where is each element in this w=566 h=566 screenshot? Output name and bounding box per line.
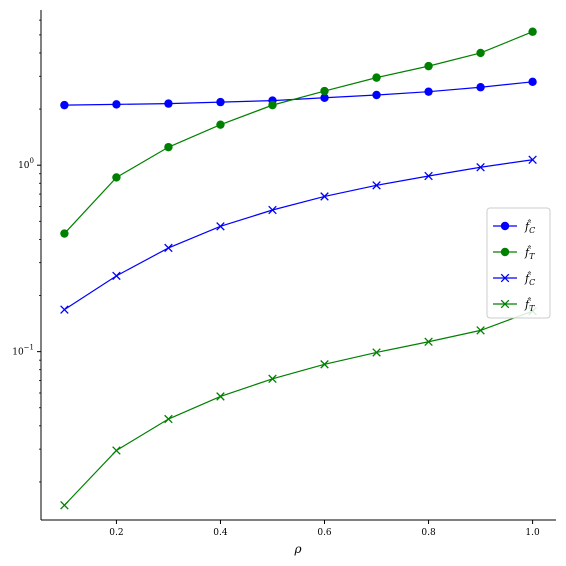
- data-point: [424, 171, 433, 181]
- data-point: [60, 229, 69, 238]
- series-2: [60, 155, 537, 314]
- series-3: [60, 306, 537, 510]
- data-point: [112, 100, 121, 109]
- x-tick-label: 0.2: [109, 528, 123, 538]
- data-point: [112, 271, 121, 281]
- data-point: [528, 155, 537, 164]
- legend-box: [486, 207, 551, 319]
- data-point: [112, 173, 121, 182]
- data-point: [476, 162, 485, 172]
- legend-label: f̂T: [524, 298, 535, 313]
- data-point: [60, 100, 69, 110]
- series-line: [63, 310, 533, 506]
- series-line: [64, 159, 533, 311]
- data-point: [216, 222, 225, 231]
- data-point: [528, 27, 537, 36]
- data-point: [476, 48, 485, 58]
- series-1: [60, 27, 537, 238]
- data-point: [320, 93, 329, 102]
- data-point: [372, 73, 381, 82]
- data-point: [112, 446, 121, 455]
- data-point: [216, 120, 225, 129]
- data-point: [320, 86, 329, 96]
- data-point: [476, 83, 485, 92]
- data-point: [164, 99, 173, 108]
- legend-label: f̂C: [524, 272, 535, 287]
- data-point: [476, 326, 485, 335]
- data-point: [60, 500, 69, 510]
- legend-label: f̂C: [524, 220, 535, 235]
- series-layer: [60, 27, 537, 510]
- data-point: [424, 61, 433, 71]
- data-point: [320, 192, 329, 201]
- data-point: [372, 181, 381, 190]
- legend-marker: [500, 221, 510, 231]
- data-point: [164, 142, 173, 152]
- legend-item: f̂C: [493, 220, 535, 235]
- data-point: [372, 348, 381, 357]
- axes: [40, 10, 556, 521]
- y-ticks: 100 10−1: [12, 19, 41, 483]
- series-line: [63, 31, 533, 234]
- data-point: [268, 100, 277, 110]
- y-tick-label: 10−1: [12, 344, 34, 358]
- y-tick-label: 100: [18, 157, 34, 171]
- data-point: [320, 360, 329, 369]
- legend-marker: [500, 247, 510, 257]
- legend-item: f̂T: [493, 298, 535, 313]
- legend: f̂C f̂T f̂C f̂T: [486, 207, 551, 319]
- x-tick-label: 0.6: [317, 528, 332, 538]
- data-point: [164, 243, 173, 253]
- data-point: [216, 97, 225, 107]
- series-line: [64, 81, 533, 106]
- x-tick-label: 0.4: [213, 528, 228, 538]
- legend-marker: [500, 273, 510, 283]
- data-point: [216, 392, 225, 401]
- legend-label: f̂T: [524, 246, 535, 261]
- data-point: [528, 77, 537, 87]
- series-0: [60, 77, 537, 110]
- data-point: [268, 205, 277, 215]
- data-point: [164, 414, 173, 424]
- data-point: [372, 90, 381, 100]
- legend-marker: [500, 299, 510, 309]
- data-point: [60, 305, 69, 314]
- data-point: [424, 337, 433, 347]
- data-point: [268, 374, 277, 384]
- x-tick-label: 0.8: [421, 528, 436, 538]
- data-point: [424, 87, 433, 96]
- x-ticks: 0.2 0.4 0.6 0.8 1.0: [109, 520, 540, 538]
- x-axis-label: ρ: [293, 542, 301, 556]
- legend-item: f̂T: [493, 246, 535, 261]
- x-tick-label: 1.0: [525, 528, 540, 538]
- legend-item: f̂C: [493, 272, 535, 287]
